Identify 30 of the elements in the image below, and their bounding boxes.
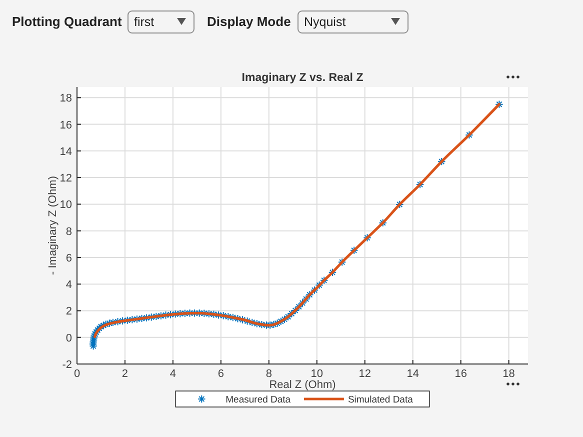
text: first <box>134 15 155 29</box>
x-tick-label: 4 <box>170 368 176 380</box>
x-tick-label: 8 <box>266 368 272 380</box>
y-tick-label: 6 <box>66 252 72 264</box>
text: Display Mode <box>207 14 291 29</box>
x-tick-label: 18 <box>502 368 515 380</box>
y-axis-title: - Imaginary Z (Ohm) <box>47 176 59 276</box>
y-tick-label: -2 <box>62 359 72 371</box>
x-tick-label: 10 <box>310 368 324 380</box>
y-tick-label: 14 <box>60 146 72 158</box>
x-tick-label: 14 <box>406 368 419 380</box>
y-tick-label: 12 <box>60 172 72 185</box>
text: Nyquist <box>304 15 346 29</box>
x-axis-title: Real Z (Ohm) <box>269 379 336 391</box>
legend-label: Measured Data <box>226 394 292 406</box>
legend-label: Simulated Data <box>348 394 414 406</box>
y-tick-label: 8 <box>66 226 72 238</box>
chart-title: Imaginary Z vs. Real Z <box>242 72 364 84</box>
y-tick-label: 10 <box>60 199 72 212</box>
text: Plotting Quadrant <box>12 14 122 29</box>
x-tick-label: 6 <box>218 368 224 380</box>
x-tick-label: 2 <box>122 368 128 380</box>
y-tick-label: 0 <box>66 332 72 344</box>
y-tick-label: 4 <box>66 279 72 292</box>
x-tick-label: 0 <box>74 368 80 380</box>
y-tick-label: 16 <box>60 119 72 132</box>
x-tick-label: 16 <box>454 368 467 380</box>
x-tick-label: 12 <box>358 368 371 380</box>
y-tick-label: 18 <box>60 92 72 105</box>
y-tick-label: 2 <box>66 306 72 318</box>
